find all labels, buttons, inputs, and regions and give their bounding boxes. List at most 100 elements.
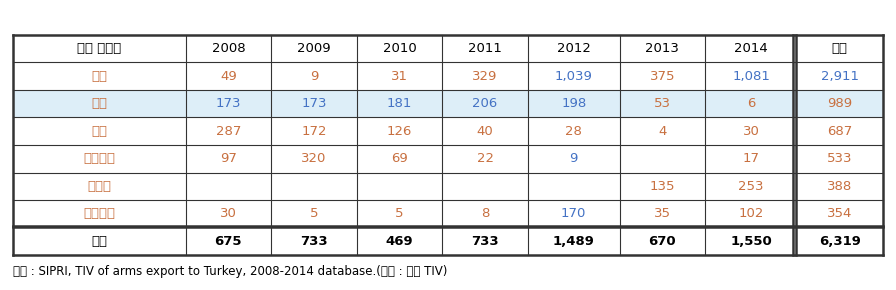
Text: 49: 49 xyxy=(220,70,237,83)
Bar xyxy=(357,90,443,117)
Text: 17: 17 xyxy=(743,152,760,165)
Bar xyxy=(271,200,357,228)
Text: 미국: 미국 xyxy=(91,70,108,83)
Text: 8: 8 xyxy=(481,207,489,220)
Text: 354: 354 xyxy=(827,207,852,220)
Text: 9: 9 xyxy=(310,70,318,83)
Text: 733: 733 xyxy=(300,235,328,248)
Bar xyxy=(13,62,185,90)
Bar xyxy=(271,173,357,200)
Bar xyxy=(443,200,528,228)
Text: 22: 22 xyxy=(477,152,494,165)
Text: 2013: 2013 xyxy=(645,42,679,55)
Text: 375: 375 xyxy=(650,70,676,83)
Bar xyxy=(271,117,357,145)
Text: 135: 135 xyxy=(650,180,676,193)
Text: 670: 670 xyxy=(649,235,676,248)
Text: 35: 35 xyxy=(654,207,671,220)
Bar xyxy=(357,200,443,228)
Text: 126: 126 xyxy=(387,125,412,138)
Text: 1,489: 1,489 xyxy=(553,235,595,248)
Text: 5: 5 xyxy=(310,207,318,220)
Text: 40: 40 xyxy=(477,125,494,138)
Text: 1,039: 1,039 xyxy=(555,70,592,83)
Bar xyxy=(620,35,705,62)
Text: 172: 172 xyxy=(301,125,327,138)
Bar xyxy=(13,173,185,200)
Bar xyxy=(797,117,883,145)
Bar xyxy=(271,90,357,117)
Bar xyxy=(705,35,797,62)
Text: 4: 4 xyxy=(659,125,667,138)
Bar xyxy=(443,62,528,90)
Text: 주요 수입국: 주요 수입국 xyxy=(77,42,122,55)
Text: 102: 102 xyxy=(738,207,763,220)
Text: 733: 733 xyxy=(471,235,499,248)
Text: 533: 533 xyxy=(827,152,852,165)
Text: 5: 5 xyxy=(395,207,404,220)
Bar xyxy=(797,228,883,255)
Bar xyxy=(443,117,528,145)
Text: 28: 28 xyxy=(565,125,582,138)
Bar xyxy=(357,117,443,145)
Bar xyxy=(620,62,705,90)
Text: 173: 173 xyxy=(216,97,241,110)
Text: 181: 181 xyxy=(387,97,412,110)
Text: 이스라엘: 이스라엘 xyxy=(83,152,116,165)
Bar xyxy=(357,62,443,90)
Bar xyxy=(443,228,528,255)
Bar xyxy=(185,90,271,117)
Bar xyxy=(705,117,797,145)
Text: 30: 30 xyxy=(220,207,237,220)
Text: 스페인: 스페인 xyxy=(88,180,111,193)
Text: 2014: 2014 xyxy=(734,42,768,55)
Bar xyxy=(797,62,883,90)
Text: 2,911: 2,911 xyxy=(821,70,858,83)
Bar xyxy=(620,228,705,255)
Bar xyxy=(443,145,528,173)
Bar xyxy=(357,35,443,62)
Text: 388: 388 xyxy=(827,180,852,193)
Bar xyxy=(443,90,528,117)
Text: 2012: 2012 xyxy=(556,42,590,55)
Bar xyxy=(797,145,883,173)
Text: 2009: 2009 xyxy=(297,42,331,55)
Bar xyxy=(705,173,797,200)
Bar xyxy=(797,200,883,228)
Text: 1,550: 1,550 xyxy=(730,235,772,248)
Text: 320: 320 xyxy=(301,152,327,165)
Bar xyxy=(271,62,357,90)
Bar xyxy=(705,62,797,90)
Bar xyxy=(705,145,797,173)
Bar xyxy=(797,90,883,117)
Bar xyxy=(620,200,705,228)
Text: 469: 469 xyxy=(385,235,413,248)
Bar xyxy=(528,145,620,173)
Bar xyxy=(271,145,357,173)
Text: 자료 : SIPRI, TIV of arms export to Turkey, 2008-2014 database.(단위 : 백만 TIV): 자료 : SIPRI, TIV of arms export to Turkey… xyxy=(13,265,448,278)
Bar xyxy=(797,173,883,200)
Bar xyxy=(13,35,185,62)
Text: 287: 287 xyxy=(216,125,241,138)
Bar xyxy=(13,90,185,117)
Text: 69: 69 xyxy=(392,152,408,165)
Bar xyxy=(13,145,185,173)
Bar xyxy=(271,228,357,255)
Bar xyxy=(528,173,620,200)
Text: 6,319: 6,319 xyxy=(819,235,861,248)
Text: 이탈리아: 이탈리아 xyxy=(83,207,116,220)
Bar xyxy=(13,200,185,228)
Text: 합계: 합계 xyxy=(831,42,848,55)
Bar xyxy=(185,62,271,90)
Bar xyxy=(443,173,528,200)
Bar xyxy=(705,90,797,117)
Bar xyxy=(185,200,271,228)
Bar xyxy=(705,228,797,255)
Bar xyxy=(620,90,705,117)
Text: 31: 31 xyxy=(391,70,408,83)
Bar xyxy=(528,117,620,145)
Text: 1,081: 1,081 xyxy=(732,70,770,83)
Bar xyxy=(185,228,271,255)
Bar xyxy=(620,173,705,200)
Bar xyxy=(185,145,271,173)
